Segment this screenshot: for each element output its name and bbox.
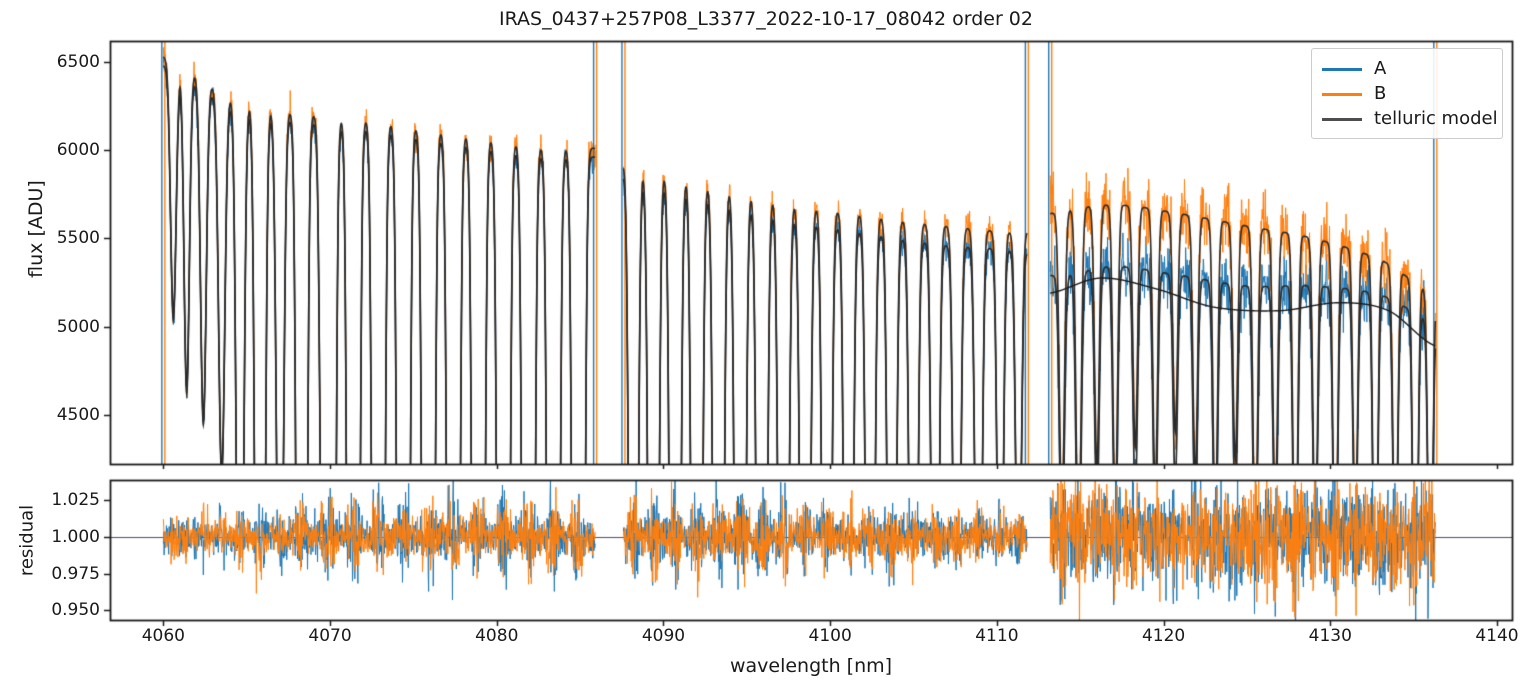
legend-swatch <box>1322 93 1362 96</box>
legend-label: B <box>1374 83 1387 104</box>
legend-label: telluric model <box>1374 108 1498 129</box>
legend-swatch <box>1322 68 1362 71</box>
legend-swatch <box>1322 118 1362 121</box>
legend-label: A <box>1374 58 1387 79</box>
